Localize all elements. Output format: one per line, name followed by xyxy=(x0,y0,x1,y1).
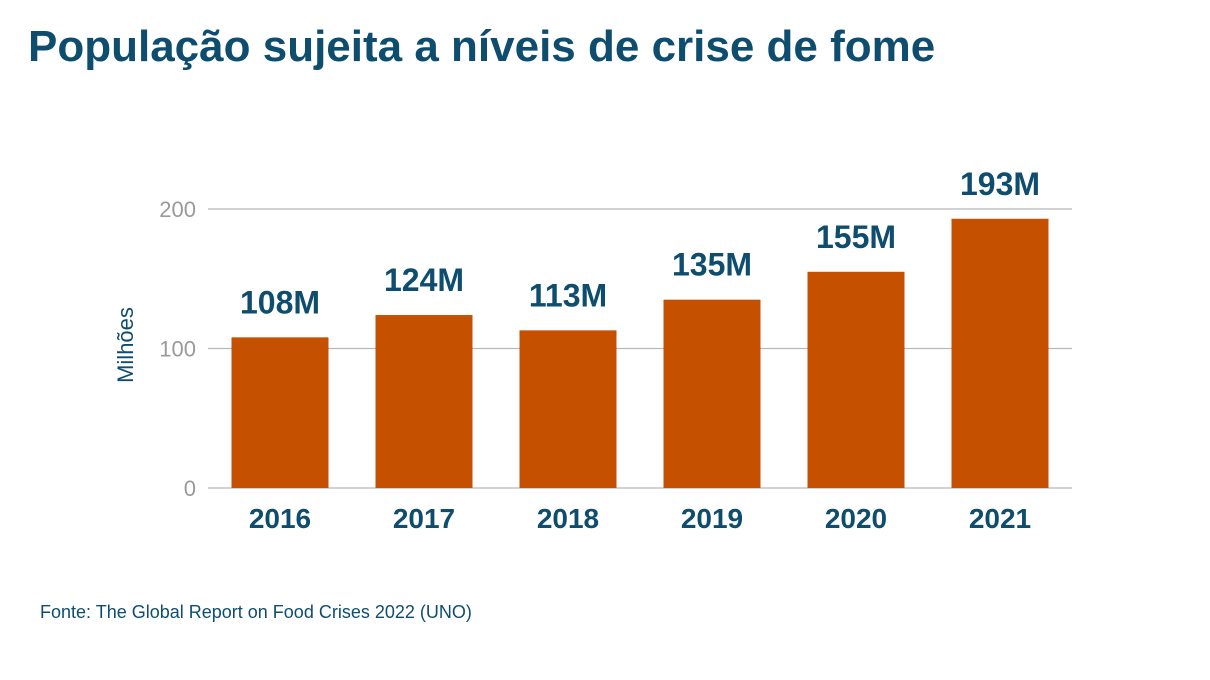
data-label: 124M xyxy=(384,262,464,298)
data-label: 193M xyxy=(960,166,1040,202)
source-note: Fonte: The Global Report on Food Crises … xyxy=(40,602,472,622)
y-tick-label: 100 xyxy=(159,337,196,362)
data-label: 155M xyxy=(816,219,896,255)
y-axis-label: Milhões xyxy=(113,307,138,383)
data-label: 113M xyxy=(529,277,607,313)
x-tick-label: 2017 xyxy=(393,503,455,534)
page-title: População sujeita a níveis de crise de f… xyxy=(28,22,936,71)
x-tick-label: 2019 xyxy=(681,503,743,534)
bar xyxy=(519,330,617,488)
bar xyxy=(231,337,329,488)
y-tick-label: 0 xyxy=(184,476,196,501)
x-tick-label: 2016 xyxy=(249,503,311,534)
x-tick-label: 2018 xyxy=(537,503,599,534)
bar xyxy=(663,299,761,488)
x-tick-label: 2021 xyxy=(969,503,1031,534)
bar xyxy=(951,218,1049,488)
bar xyxy=(375,315,473,488)
data-label: 108M xyxy=(240,284,320,320)
bar xyxy=(807,271,905,488)
data-label: 135M xyxy=(672,247,752,283)
x-tick-label: 2020 xyxy=(825,503,887,534)
y-tick-label: 200 xyxy=(159,197,196,222)
